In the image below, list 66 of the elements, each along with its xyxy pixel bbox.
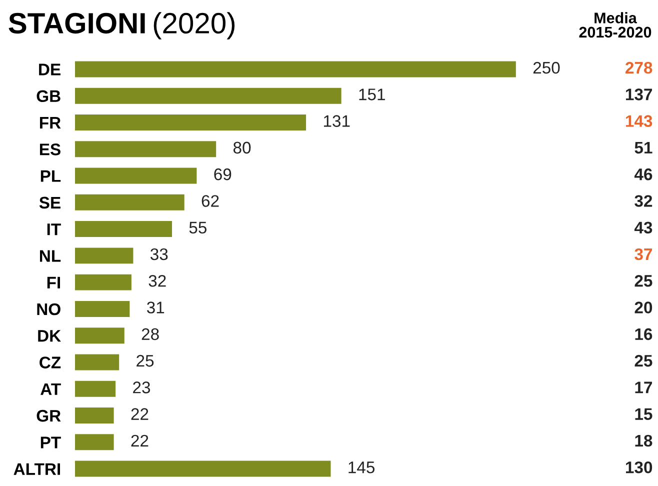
text: 130: [626, 461, 652, 474]
data-label: 22: [131, 408, 148, 420]
bar: [75, 434, 114, 450]
y-tick-label: CZ: [40, 356, 61, 368]
text: 32: [634, 195, 652, 207]
bar: [75, 114, 306, 130]
bar: [75, 460, 331, 477]
text: 15: [635, 408, 652, 420]
text: 25: [634, 354, 652, 367]
text: 20: [634, 302, 652, 314]
data-label: 62: [202, 195, 219, 207]
text: Media 2015-2020: [579, 12, 652, 38]
text: 25: [634, 274, 652, 287]
data-label: 28: [142, 328, 159, 340]
bar: [75, 354, 120, 370]
data-label: 250: [533, 62, 560, 74]
y-tick-label: PT: [40, 436, 61, 448]
text: 46: [634, 168, 652, 180]
y-tick-label: GB: [36, 90, 60, 102]
data-label: 131: [324, 115, 350, 127]
data-label: 22: [131, 434, 148, 446]
y-tick-label: ES: [40, 144, 60, 156]
y-tick-label: ALTRI: [14, 463, 60, 475]
y-tick-label: DE: [39, 64, 60, 76]
bar: [75, 408, 114, 424]
bar: [75, 61, 516, 78]
y-tick-label: GR: [36, 410, 61, 422]
y-tick-label: FI: [47, 276, 60, 288]
y-tick-label: FR: [40, 117, 61, 129]
y-tick-label: SE: [39, 196, 60, 209]
data-label: 33: [150, 248, 168, 260]
text: 137: [626, 88, 652, 100]
bar: [75, 88, 342, 104]
text: 143: [626, 115, 652, 127]
data-label: 32: [148, 274, 166, 287]
bar: [75, 248, 134, 264]
bar: [75, 328, 124, 344]
data-label: 145: [348, 462, 375, 474]
data-label: 151: [359, 88, 385, 100]
bar: [75, 221, 172, 238]
data-label: 23: [133, 382, 150, 394]
data-label: 31: [146, 302, 164, 314]
y-tick-label: NO: [37, 303, 60, 316]
y-tick-label: IT: [47, 224, 61, 236]
text: 18: [635, 434, 652, 447]
text: 278: [626, 62, 652, 74]
bar: [75, 168, 197, 184]
bar: [75, 274, 132, 290]
bar: [75, 300, 130, 317]
chart-title: STAGIONI (2020): [8, 12, 235, 40]
y-tick-label: DK: [38, 330, 61, 342]
text: 51: [634, 142, 652, 154]
text: 16: [635, 328, 652, 340]
text: 43: [634, 222, 652, 234]
bar: [75, 194, 184, 210]
bar: [75, 141, 216, 158]
data-label: 69: [214, 168, 232, 180]
y-tick-label: NL: [40, 250, 61, 262]
data-label: 55: [189, 222, 207, 234]
y-tick-label: AT: [40, 383, 61, 395]
bar: [75, 380, 116, 397]
data-label: 25: [136, 354, 154, 367]
text: 17: [635, 382, 652, 394]
y-tick-label: PL: [40, 170, 61, 182]
data-label: 80: [233, 142, 251, 154]
text: 37: [634, 248, 652, 260]
